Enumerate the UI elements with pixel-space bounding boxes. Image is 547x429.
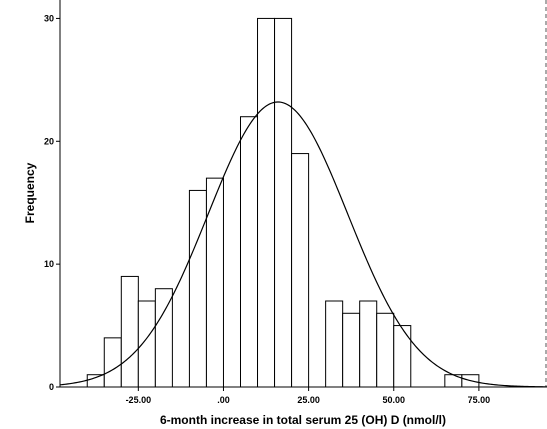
histogram-bar — [103, 337, 122, 388]
histogram-bar — [342, 312, 361, 388]
histogram-bar — [393, 325, 412, 388]
histogram-bar — [274, 17, 293, 388]
x-tick-label: 25.00 — [297, 395, 320, 405]
histogram-bar — [239, 116, 259, 388]
x-tick-label: .00 — [217, 395, 230, 405]
y-tick-label: 30 — [44, 13, 54, 23]
y-tick-label: 0 — [49, 382, 54, 392]
y-axis-title: Frequency — [23, 162, 37, 223]
histogram-bar — [325, 300, 344, 388]
normal-distribution-curve — [59, 101, 547, 388]
histogram-bar — [257, 17, 276, 388]
histogram-bar — [86, 374, 105, 388]
histogram-bar — [205, 177, 224, 388]
histogram-bar — [188, 189, 207, 388]
y-axis-ticks: 0 10 20 30 — [44, 13, 60, 392]
histogram-bar — [376, 312, 395, 388]
x-axis-ticks: -25.00 .00 25.00 50.00 75.00 — [126, 387, 491, 405]
y-tick-label: 10 — [44, 259, 54, 269]
x-tick-label: 50.00 — [382, 395, 405, 405]
histogram-bar — [359, 300, 378, 388]
x-axis-title: 6-month increase in total serum 25 (OH) … — [160, 413, 446, 427]
histogram-bar — [291, 153, 310, 388]
histogram-bars — [86, 17, 480, 388]
x-tick-label: 75.00 — [468, 395, 491, 405]
histogram-bar — [120, 275, 139, 388]
axes — [59, 0, 547, 388]
histogram-bar — [137, 300, 156, 388]
histogram-bar — [444, 374, 463, 388]
histogram-bar — [154, 288, 173, 388]
x-tick-label: -25.00 — [126, 395, 152, 405]
y-tick-label: 20 — [44, 136, 54, 146]
